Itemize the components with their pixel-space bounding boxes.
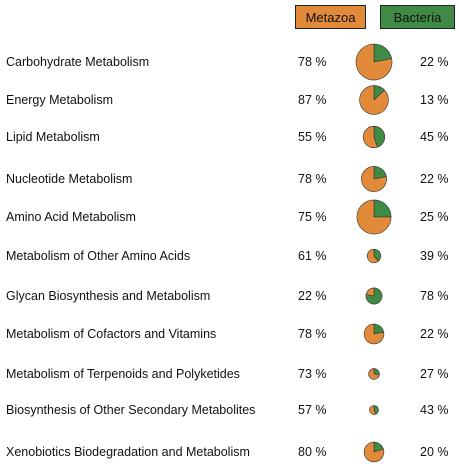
table-row: Nucleotide Metabolism 78 % 22 % xyxy=(0,160,459,198)
metazoa-percent: 61 % xyxy=(298,249,327,263)
pie-slice-metazoa xyxy=(363,441,385,463)
category-label: Energy Metabolism xyxy=(6,93,113,107)
category-label: Glycan Biosynthesis and Metabolism xyxy=(6,289,211,303)
pie-slice-metazoa xyxy=(359,85,389,115)
pie-chart xyxy=(366,248,382,264)
bacteria-percent: 43 % xyxy=(420,403,449,417)
metazoa-percent: 78 % xyxy=(298,172,327,186)
table-row: Carbohydrate Metabolism 78 % 22 % xyxy=(0,43,459,81)
category-label: Nucleotide Metabolism xyxy=(6,172,133,186)
pie-chart xyxy=(355,43,393,81)
pie-slice-bacteria xyxy=(373,368,380,376)
metazoa-percent: 78 % xyxy=(298,327,327,341)
bacteria-percent: 45 % xyxy=(420,130,449,144)
category-label: Lipid Metabolism xyxy=(6,130,100,144)
pie-slice-metazoa xyxy=(356,199,392,235)
table-row: Metabolism of Cofactors and Vitamins 78 %… xyxy=(0,315,459,353)
pie-chart xyxy=(356,199,392,235)
pie-chart xyxy=(365,287,383,305)
legend-metazoa-label: Metazoa xyxy=(305,9,356,25)
category-label: Metabolism of Terpenoids and Polyketides xyxy=(6,367,240,381)
metazoa-percent: 22 % xyxy=(298,289,327,303)
category-label: Carbohydrate Metabolism xyxy=(6,55,150,69)
bacteria-percent: 22 % xyxy=(420,55,449,69)
table-row: Xenobiotics Biodegradation and Metabolis… xyxy=(0,433,459,471)
table-row: Amino Acid Metabolism 75 % 25 % xyxy=(0,198,459,236)
legend-bacteria: Bacteria xyxy=(380,5,455,29)
pie-slice-metazoa xyxy=(368,368,380,380)
pie-slice-bacteria xyxy=(373,199,392,218)
pie-chart xyxy=(363,323,385,345)
pie-slice-metazoa xyxy=(362,125,378,149)
table-row: Biosynthesis of Other Secondary Metaboli… xyxy=(0,391,459,429)
metazoa-percent: 57 % xyxy=(298,403,327,417)
bacteria-percent: 27 % xyxy=(420,367,449,381)
pie-slice-bacteria xyxy=(373,125,386,148)
bacteria-percent: 20 % xyxy=(420,445,449,459)
legend-metazoa: Metazoa xyxy=(295,5,366,29)
bacteria-percent: 39 % xyxy=(420,249,449,263)
table-row: Metabolism of Terpenoids and Polyketides… xyxy=(0,355,459,393)
table-row: Metabolism of Other Amino Acids 61 % 39 % xyxy=(0,237,459,275)
bacteria-percent: 25 % xyxy=(420,210,449,224)
category-label: Xenobiotics Biodegradation and Metabolis… xyxy=(6,445,250,459)
category-label: Metabolism of Cofactors and Vitamins xyxy=(6,327,217,341)
bacteria-percent: 13 % xyxy=(420,93,449,107)
metazoa-percent: 73 % xyxy=(298,367,327,381)
bacteria-percent: 22 % xyxy=(420,172,449,186)
pie-chart xyxy=(362,125,386,149)
pie-slice-metazoa xyxy=(366,248,379,264)
category-label: Amino Acid Metabolism xyxy=(6,210,136,224)
pie-slice-metazoa xyxy=(365,287,375,297)
legend-bacteria-label: Bacteria xyxy=(393,9,442,25)
pie-slice-metazoa xyxy=(361,166,387,192)
pie-chart xyxy=(368,368,380,380)
table-row: Glycan Biosynthesis and Metabolism 22 % 78… xyxy=(0,277,459,315)
metazoa-percent: 87 % xyxy=(298,93,327,107)
pie-chart xyxy=(363,441,385,463)
pie-slice-metazoa xyxy=(363,323,385,345)
bacteria-percent: 78 % xyxy=(420,289,449,303)
table-row: Energy Metabolism 87 % 13 % xyxy=(0,81,459,119)
pie-chart xyxy=(361,166,387,192)
metazoa-percent: 55 % xyxy=(298,130,327,144)
pie-slice-metazoa xyxy=(355,43,393,81)
pie-slice-metazoa xyxy=(369,405,377,415)
pie-chart xyxy=(369,405,379,415)
category-label: Biosynthesis of Other Secondary Metaboli… xyxy=(6,403,256,417)
bacteria-percent: 22 % xyxy=(420,327,449,341)
table-row: Lipid Metabolism 55 % 45 % xyxy=(0,118,459,156)
pie-chart xyxy=(359,85,389,115)
category-label: Metabolism of Other Amino Acids xyxy=(6,249,191,263)
metazoa-percent: 78 % xyxy=(298,55,327,69)
metazoa-percent: 75 % xyxy=(298,210,327,224)
metazoa-percent: 80 % xyxy=(298,445,327,459)
